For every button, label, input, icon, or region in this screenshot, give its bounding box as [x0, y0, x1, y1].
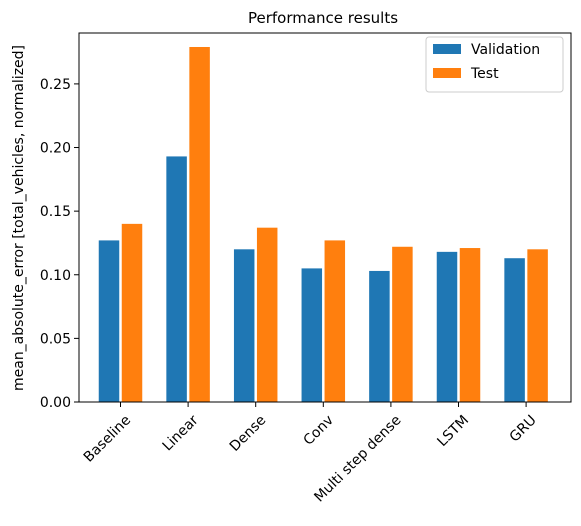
bar-validation-dense [233, 249, 255, 402]
y-tick-label: 0.25 [40, 77, 71, 93]
y-axis: 0.00 0.05 0.10 0.15 0.20 0.25 [40, 77, 79, 411]
bar-test-lstm [459, 248, 481, 402]
legend-label-validation: Validation [471, 42, 540, 58]
bar-validation-multi-step-dense [369, 270, 390, 402]
x-tick-label: Linear [160, 412, 202, 454]
legend: Validation Test [425, 36, 564, 93]
bar-validation-linear [166, 156, 187, 402]
bar-test-conv [324, 240, 346, 402]
bar-test-baseline [121, 223, 143, 402]
chart-title: Performance results [248, 9, 398, 27]
bar-test-multi-step-dense [392, 246, 413, 402]
legend-swatch-test [433, 68, 461, 78]
y-axis-label: mean_absolute_error [total_vehicles, nor… [11, 45, 27, 391]
bar-test-dense [256, 227, 278, 402]
y-tick-label: 0.15 [40, 204, 71, 220]
x-tick-label: Dense [227, 412, 270, 455]
bar-validation-baseline [98, 240, 120, 402]
x-tick-label: Conv [300, 412, 336, 448]
x-tick-label: GRU [507, 412, 540, 445]
legend-label-test: Test [470, 66, 499, 82]
bar-test-gru [527, 249, 548, 402]
legend-items: Validation Test [433, 42, 540, 82]
plot-area [78, 32, 572, 403]
bar-validation-lstm [436, 251, 458, 402]
x-tick-label: Baseline [81, 412, 134, 465]
x-tick-label: LSTM [434, 412, 472, 450]
y-tick-label: 0.20 [40, 141, 71, 157]
y-tick-label: 0.00 [40, 395, 71, 411]
y-tick-label: 0.10 [40, 268, 71, 284]
bar-validation-conv [301, 268, 323, 402]
y-tick-label: 0.05 [40, 331, 71, 347]
bars-group [98, 46, 548, 402]
legend-swatch-validation [433, 44, 461, 54]
plot-frame [78, 32, 572, 403]
bar-test-linear [189, 46, 210, 402]
bar-validation-gru [504, 258, 525, 402]
